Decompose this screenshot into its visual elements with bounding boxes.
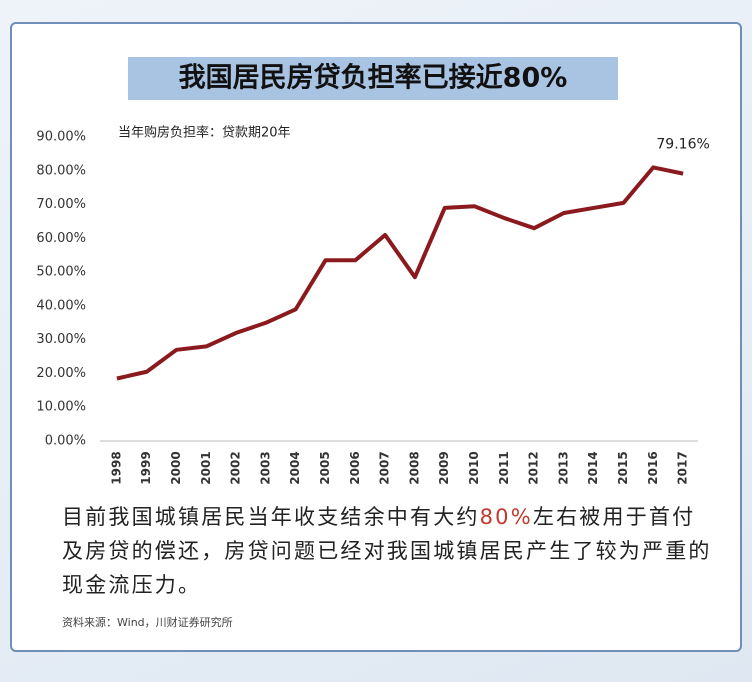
- x-tick-label: 2000: [169, 451, 183, 484]
- x-tick-label: 2005: [318, 451, 332, 484]
- y-tick-label: 70.00%: [36, 197, 86, 212]
- x-tick-label: 2012: [527, 451, 541, 484]
- line: [116, 165, 684, 381]
- x-tick-label: 2010: [467, 451, 481, 484]
- body-part: 目前我国城镇居民当年收支结余中有大约: [62, 505, 480, 529]
- y-tick-label: 50.00%: [36, 265, 86, 280]
- y-tick-label: 20.00%: [36, 366, 86, 381]
- y-tick-label: 90.00%: [36, 130, 86, 145]
- y-tick-label: 30.00%: [36, 332, 86, 347]
- x-tick-label: 2014: [586, 451, 600, 484]
- x-tick-label: 2006: [348, 451, 362, 484]
- source: 资料来源：Wind，川财证券研究所: [62, 616, 233, 629]
- y-tick-label: 40.00%: [36, 298, 86, 313]
- title-box: [128, 57, 618, 100]
- body-highlight: 80%: [479, 505, 533, 529]
- x-tick-label: 2008: [407, 451, 421, 484]
- x-tick-label: 2013: [556, 451, 570, 484]
- data-label: 79.16%: [656, 137, 709, 153]
- x-tick-label: 2002: [229, 451, 243, 484]
- x-tick-label: 1999: [139, 451, 153, 484]
- body-text: 目前我国城镇居民当年收支结余中有大约80%左右被用于首付及房贷的偿还，房贷问题已…: [62, 500, 712, 602]
- x-tick-label: 2003: [258, 451, 272, 484]
- body-part: 左右被用于首付及房贷的偿还，房贷问题已经对我国城镇居民产生了较为严重的现金流压力…: [62, 505, 712, 597]
- x-tick-label: 2011: [497, 451, 511, 484]
- y-tick-label: 80.00%: [36, 163, 86, 178]
- x-tick-label: 2001: [199, 451, 213, 484]
- x-tick-label: 2015: [616, 451, 630, 484]
- chart-title: 我国居民房贷负担率已接近80%: [179, 62, 568, 94]
- y-tick-label: 0.00%: [45, 434, 86, 449]
- card: [10, 22, 742, 652]
- chart-subtitle: 当年购房负担率：贷款期20年: [118, 125, 291, 141]
- x-tick-label: 2016: [646, 451, 660, 484]
- y-tick-label: 10.00%: [36, 400, 86, 415]
- x-tick-label: 2017: [676, 451, 690, 484]
- x-tick-label: 2009: [437, 451, 451, 484]
- x-tick-label: 2004: [288, 451, 302, 484]
- x-tick-label: 2007: [378, 451, 392, 484]
- y-tick-label: 60.00%: [36, 231, 86, 246]
- x-tick-label: 1998: [109, 451, 123, 484]
